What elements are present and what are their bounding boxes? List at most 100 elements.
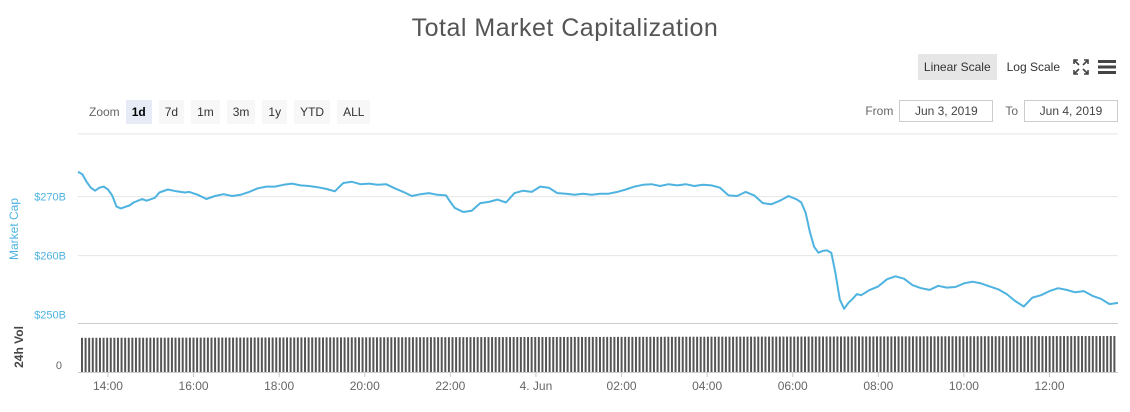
volume-bar: [264, 337, 267, 372]
volume-bar: [1113, 336, 1116, 372]
volume-bar: [1066, 336, 1069, 372]
zoom-controls: Zoom 1d 7d 1m 3m 1y YTD ALL: [89, 100, 377, 124]
volume-bar: [940, 336, 943, 372]
volume-bar: [818, 336, 821, 372]
volume-bar: [563, 336, 566, 372]
volume-bar: [541, 337, 544, 372]
volume-bar: [1019, 336, 1022, 372]
volume-bar: [724, 336, 727, 372]
volume-bar: [1030, 336, 1033, 372]
volume-bar: [732, 336, 735, 372]
volume-bar: [296, 337, 299, 372]
y-axis-title: Market Cap: [7, 198, 21, 260]
volume-bar: [545, 336, 548, 372]
volume-bar: [998, 336, 1001, 372]
chart-title: Total Market Capitalization: [411, 14, 719, 42]
volume-bar: [789, 336, 792, 372]
volume-bar: [372, 337, 375, 372]
zoom-7d-button[interactable]: 7d: [158, 100, 185, 124]
volume-bar: [408, 337, 411, 372]
volume-bar: [289, 337, 292, 372]
from-date-input[interactable]: Jun 3, 2019: [899, 100, 994, 122]
volume-bar: [652, 336, 655, 372]
volume-bar: [91, 337, 94, 372]
volume-bar: [393, 337, 396, 372]
volume-bar: [692, 336, 695, 372]
volume-bar: [606, 336, 609, 372]
volume-bar: [228, 337, 231, 372]
volume-bar: [566, 336, 569, 372]
volume-bar: [498, 337, 501, 372]
volume-bar: [728, 336, 731, 372]
log-scale-button[interactable]: Log Scale: [1006, 60, 1060, 74]
volume-bar: [199, 337, 202, 372]
volume-bar: [645, 336, 648, 372]
volume-bar: [318, 337, 321, 372]
volume-bar: [473, 337, 476, 372]
volume-bar: [347, 337, 350, 372]
volume-bar: [480, 337, 483, 372]
volume-bar: [825, 336, 828, 372]
linear-scale-button[interactable]: Linear Scale: [917, 54, 997, 80]
volume-bar: [599, 336, 601, 372]
volume-bar: [1037, 336, 1040, 372]
volume-bar: [836, 336, 839, 372]
x-tick-label: 12:00: [1035, 379, 1065, 393]
y-tick-label: $270B: [34, 192, 66, 204]
volume-bar: [174, 337, 177, 372]
volume-bar: [512, 337, 515, 372]
volume-bar: [145, 337, 148, 372]
volume-bar: [1012, 336, 1015, 372]
volume-bar: [340, 337, 342, 372]
volume-bar: [1088, 336, 1091, 372]
volume-bar: [246, 337, 249, 372]
fullscreen-icon[interactable]: [1070, 56, 1092, 78]
volume-bar: [311, 337, 314, 372]
volume-bar: [947, 336, 950, 372]
volume-bar: [167, 337, 170, 372]
volume-bar: [149, 337, 152, 372]
zoom-ytd-button[interactable]: YTD: [294, 100, 331, 124]
volume-bar: [116, 337, 119, 372]
volume-bar: [901, 336, 904, 372]
volume-bar: [750, 336, 753, 372]
volume-bar: [786, 336, 789, 372]
volume-bar: [1027, 336, 1030, 372]
zoom-1y-button[interactable]: 1y: [262, 100, 288, 124]
volume-bar: [300, 337, 303, 372]
volume-bar: [239, 337, 242, 372]
volume-bar: [1095, 336, 1098, 372]
volume-bar: [206, 337, 209, 372]
x-tick-label: 4. Jun: [520, 379, 553, 393]
volume-bar: [660, 336, 663, 372]
to-date-input[interactable]: Jun 4, 2019: [1024, 100, 1118, 122]
volume-bar: [965, 336, 968, 372]
volume-bar: [1052, 336, 1055, 372]
volume-bar: [980, 336, 983, 372]
volume-bar: [616, 336, 619, 372]
zoom-all-button[interactable]: ALL: [337, 100, 371, 124]
volume-bar: [915, 336, 918, 372]
x-tick-label: 16:00: [179, 379, 209, 393]
volume-bar: [764, 336, 767, 372]
volume-bar: [804, 336, 807, 372]
hamburger-menu-icon[interactable]: [1096, 56, 1118, 78]
volume-bar: [383, 337, 386, 372]
volume-bar: [357, 337, 360, 372]
zoom-3m-button[interactable]: 3m: [226, 100, 256, 124]
grid-lines: [78, 133, 1118, 373]
volume-bar: [343, 337, 346, 372]
zoom-1d-button[interactable]: 1d: [125, 100, 152, 124]
volume-bar: [210, 337, 213, 372]
volume-bar: [559, 336, 562, 372]
volume-bar: [458, 337, 461, 372]
volume-bar: [487, 337, 490, 372]
volume-bar: [1034, 336, 1037, 372]
volume-bar: [922, 336, 925, 372]
volume-bar: [879, 336, 882, 372]
zoom-1m-button[interactable]: 1m: [191, 100, 220, 124]
volume-bar: [102, 337, 105, 372]
volume-bar: [401, 337, 404, 372]
volume-bar: [555, 336, 558, 372]
volume-bar: [250, 337, 253, 372]
